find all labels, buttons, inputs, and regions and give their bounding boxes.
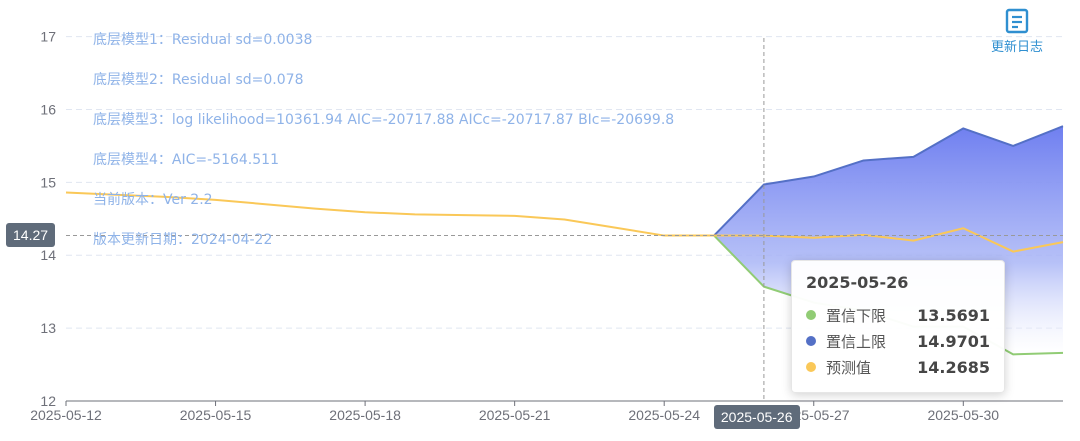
info-model-1: 底层模型1：Residual sd=0.0038 (93, 32, 313, 48)
y-tick-label: 13 (40, 320, 56, 336)
tooltip-row-value: 13.5691 (917, 305, 990, 325)
series-marker-lower (806, 310, 816, 320)
y-tick-label: 15 (40, 174, 56, 190)
x-tick-label: 2025-05-15 (180, 407, 252, 423)
info-version: 当前版本：Ver 2.2 (93, 192, 213, 208)
tooltip-row-name: 预测值 (826, 358, 872, 377)
tooltip-row-name: 置信下限 (826, 306, 887, 325)
upper-bound-line (713, 125, 1064, 237)
changelog-button[interactable]: 更新日志 (985, 8, 1049, 55)
axes: 12 13 14 15 16 17 2025-05-12 2025-05-15 2025-05-… (30, 29, 1063, 423)
crosshair-x-label: 2025-05-26 (713, 405, 800, 429)
series-marker-forecast (806, 362, 816, 372)
changelog-label: 更新日志 (990, 40, 1043, 55)
y-tick-label: 17 (40, 29, 56, 45)
crosshair (66, 38, 1063, 401)
tooltip-title: 2025-05-26 (806, 273, 909, 292)
y-tick-label: 16 (40, 101, 56, 117)
x-tick-label: 2025-05-30 (927, 407, 999, 423)
forecast-line (65, 191, 1064, 253)
data-tooltip: 2025-05-26 置信下限 13.5691 置信上限 14.9701 预测值… (791, 260, 1005, 393)
tooltip-row-value: 14.9701 (917, 331, 990, 351)
series-marker-upper (806, 336, 816, 346)
x-tick-label: 2025-05-24 (628, 407, 700, 423)
document-icon (1005, 8, 1029, 34)
y-tick-label: 14 (40, 247, 56, 263)
info-model-2: 底层模型2：Residual sd=0.078 (93, 72, 304, 88)
tooltip-row-lower: 置信下限 13.5691 (806, 302, 990, 328)
y-tick-label: 12 (40, 393, 56, 409)
info-model-4: 底层模型4：AIC=-5164.511 (93, 152, 279, 168)
tooltip-row-upper: 置信上限 14.9701 (806, 328, 990, 354)
tooltip-row-forecast: 预测值 14.2685 (806, 354, 990, 380)
tooltip-row-name: 置信上限 (826, 332, 887, 351)
x-tick-label: 2025-05-12 (30, 407, 102, 423)
x-tick-label: 2025-05-21 (479, 407, 551, 423)
info-update-date: 版本更新日期：2024-04-22 (93, 232, 273, 248)
x-tick-label: 2025-05-18 (329, 407, 401, 423)
crosshair-y-label: 14.27 (6, 222, 56, 247)
tooltip-row-value: 14.2685 (917, 357, 990, 377)
info-model-3: 底层模型3：log likelihood=10361.94 AIC=-20717… (93, 112, 675, 128)
